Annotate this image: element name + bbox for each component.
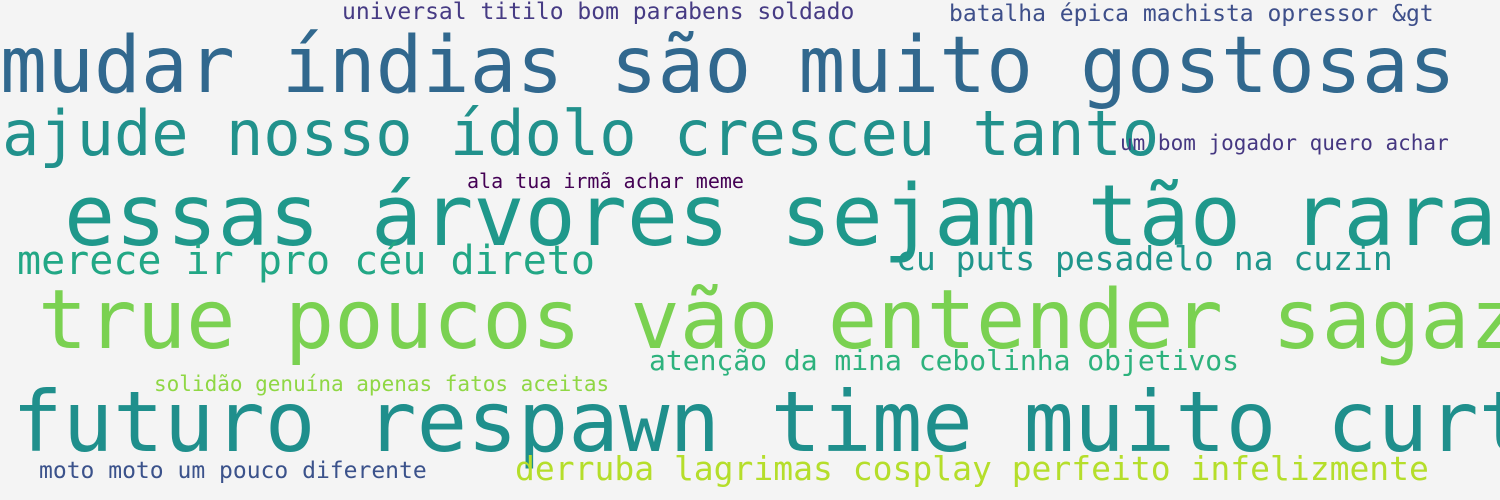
phrase-futuro-respawn: futuro respawn time muito curto [12,373,1500,471]
phrase-um-bom-jogador: um bom jogador quero achar [1120,131,1449,155]
phrase-batalha-epica: batalha épica machista opressor &gt [949,1,1434,27]
phrase-derruba-lagrimas: derruba lagrimas cosplay perfeito infeli… [515,449,1429,488]
phrase-universal-titilo: universal titilo bom parabens soldado [342,0,855,25]
phrase-ala-tua-irma: ala tua irmã achar meme [467,169,744,193]
phrase-cu-puts-pesadelo: cu puts pesadelo na cuzin [896,239,1393,278]
phrase-ajude-nosso-idolo: ajude nosso ídolo cresceu tanto [2,97,1160,170]
phrase-moto-moto: moto moto um pouco diferente [39,458,427,484]
phrase-merece-ir-pro-ceu: merece ir pro céu direto [17,238,595,284]
phrase-atencao-da-mina: atenção da mina cebolinha objetivos [649,344,1240,377]
phrase-essas-arvores: essas árvores sejam tão raras [64,167,1500,266]
phrase-solidao-genuina: solidão genuína apenas fatos aceitas [154,372,610,396]
phrase-mudar-indias: mudar índias são muito gostosas [0,21,1456,111]
phrase-true-poucos: true poucos vão entender sagaz [38,273,1500,368]
